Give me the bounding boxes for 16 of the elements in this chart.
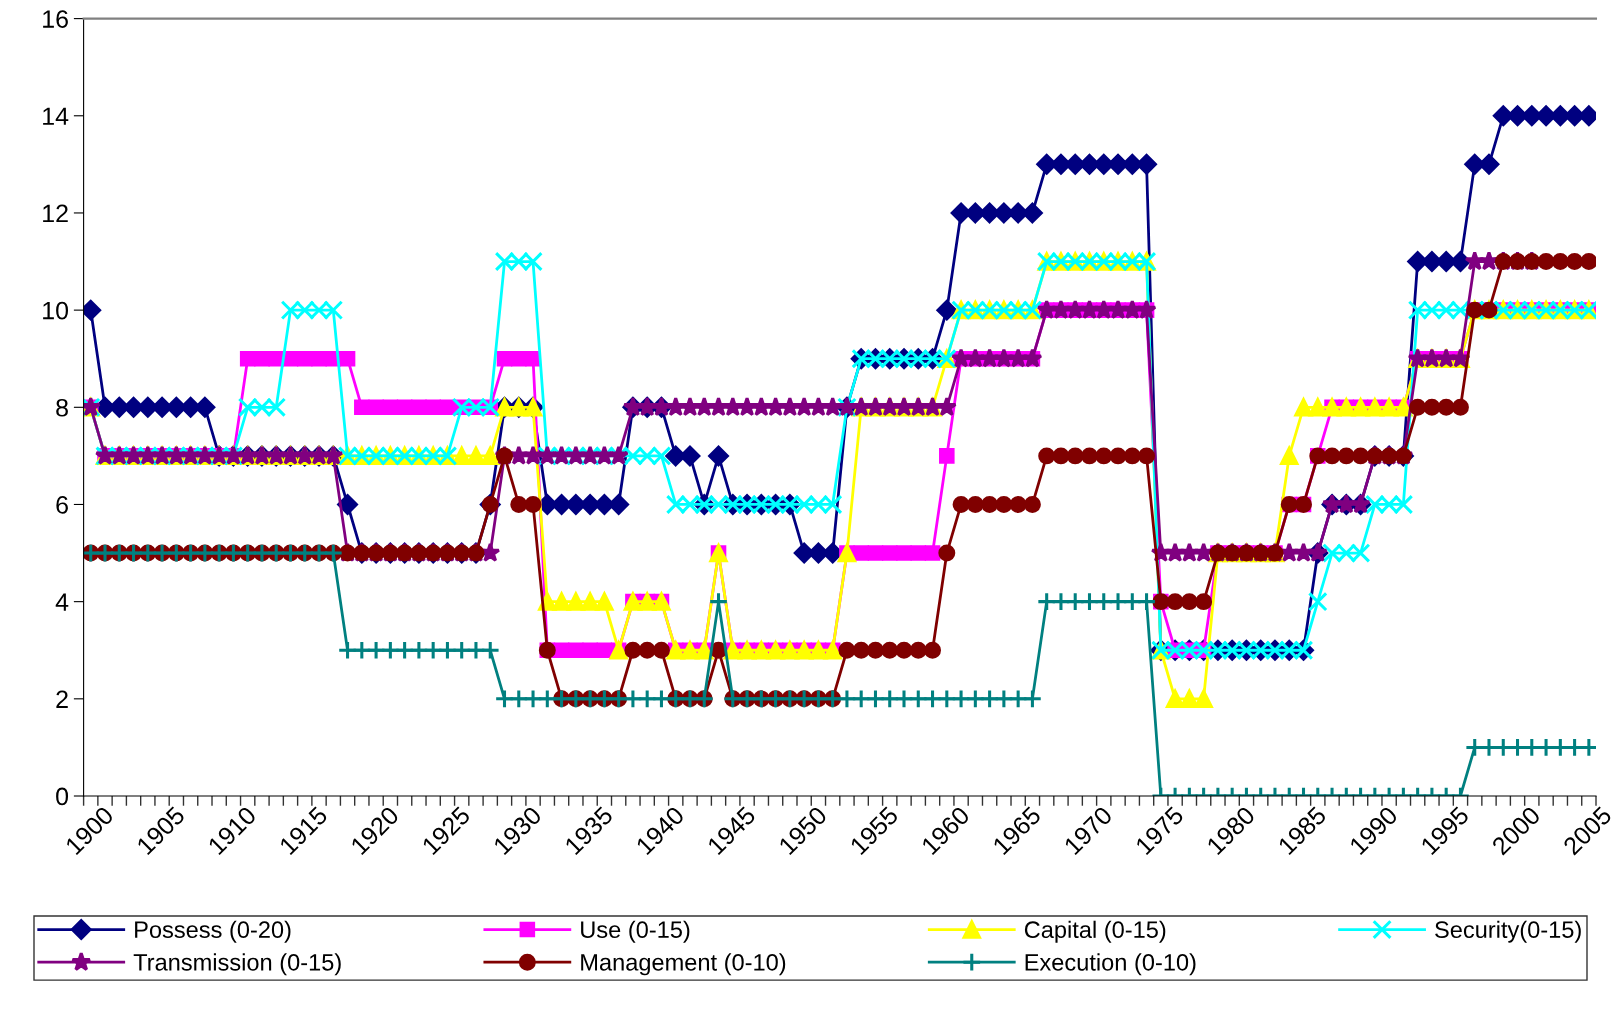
y-tick-label: 8 — [56, 398, 68, 417]
legend-label: Transmission (0-15) — [133, 953, 341, 976]
legend-label: Security(0-15) — [1435, 920, 1581, 943]
y-tick-label: 14 — [43, 107, 69, 125]
legend-label: Management (0-10) — [581, 953, 786, 976]
y-tick-label: 0 — [56, 787, 69, 806]
y-tick-label: 12 — [43, 204, 68, 223]
y-tick-label: 16 — [43, 10, 68, 28]
y-tick-label: 4 — [55, 593, 69, 611]
y-tick-label: 2 — [56, 690, 68, 708]
legend-label: Execution (0-10) — [1025, 953, 1196, 976]
legend-label: Capital (0-15) — [1024, 920, 1166, 943]
y-tick-label: 6 — [56, 496, 68, 514]
legend-label: Possess (0-20) — [135, 920, 291, 943]
y-tick-label: 10 — [43, 301, 69, 320]
legend-label: Use (0-15) — [581, 920, 690, 943]
